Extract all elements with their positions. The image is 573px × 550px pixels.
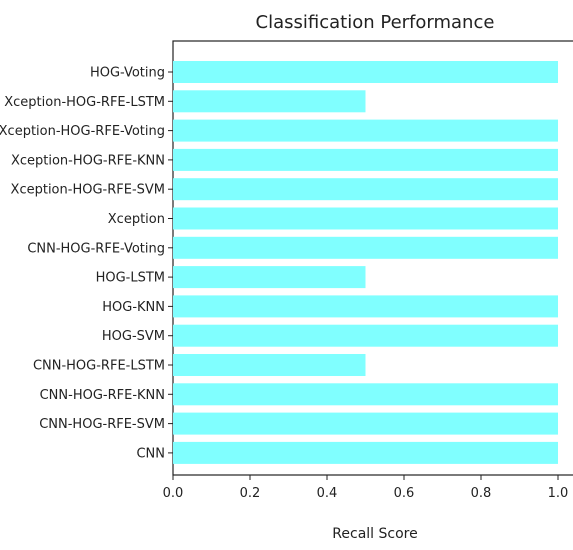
x-axis-label: Recall Score (332, 526, 417, 542)
bar (173, 61, 558, 83)
x-tick-label: 0.0 (163, 486, 184, 501)
y-tick-label: Xception-HOG-RFE-SVM (11, 183, 165, 198)
x-tick-label: 0.2 (240, 486, 261, 501)
y-axis-ticks: HOG-Voting Xception-HOG-RFE-LSTM Xception-… (0, 66, 173, 461)
x-tick-label: 0.4 (317, 486, 338, 501)
y-tick-label: HOG-SVM (102, 329, 165, 344)
y-tick-label: Xception (108, 212, 165, 227)
bar (173, 266, 366, 289)
y-tick-label: HOG-Voting (90, 66, 165, 81)
bar (173, 207, 558, 230)
x-tick-label: 0.6 (394, 486, 415, 501)
bar (173, 236, 558, 259)
x-axis-ticks: 0.0 0.2 0.4 0.6 0.8 1.0 (163, 475, 569, 501)
bar (173, 90, 366, 113)
chart-title: Classification Performance (256, 12, 495, 33)
x-tick-label: 1.0 (548, 486, 569, 501)
bar (173, 178, 558, 201)
bar (173, 354, 366, 376)
bar (173, 119, 558, 142)
bar (173, 383, 558, 406)
y-tick-label: HOG-KNN (102, 300, 165, 315)
y-tick-label: Xception-HOG-RFE-KNN (11, 153, 165, 168)
y-tick-label: CNN (136, 446, 165, 461)
y-tick-label: CNN-HOG-RFE-LSTM (33, 359, 165, 374)
y-tick-label: CNN-HOG-RFE-SVM (39, 417, 165, 432)
y-tick-label: Xception-HOG-RFE-Voting (0, 124, 165, 139)
bar (173, 441, 558, 464)
bar (173, 295, 558, 318)
y-tick-label: HOG-LSTM (96, 271, 165, 286)
y-tick-label: Xception-HOG-RFE-LSTM (4, 95, 165, 110)
bar (173, 324, 558, 347)
bars-group (173, 61, 558, 464)
bar (173, 148, 558, 171)
x-tick-label: 0.8 (471, 486, 492, 501)
y-tick-label: CNN-HOG-RFE-KNN (40, 388, 165, 403)
y-tick-label: CNN-HOG-RFE-Voting (27, 241, 165, 256)
bar (173, 412, 558, 435)
